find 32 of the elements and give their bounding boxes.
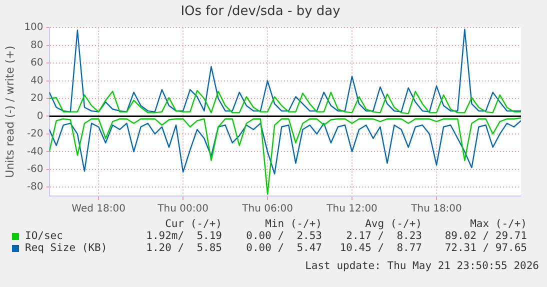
y-tick-label: 20 [30,93,44,104]
y-tick-label: -40 [26,146,44,158]
x-tick-label: Thu 06:00 [241,204,293,215]
x-tick-label: Thu 18:00 [410,204,462,215]
text: 1.92m/ 5.19 [145,230,222,242]
text: Cur (-/+) [164,218,222,230]
y-tick-label: -20 [26,128,44,140]
legend-label: Req Size (KB) [25,242,108,254]
text: 0.00 / 5.47 [245,242,322,254]
y-tick-label: -60 [26,164,44,176]
y-tick-label: 60 [30,58,44,69]
chart-title: IOs for /dev/sda - by day [180,4,341,20]
text: 0.00 / 2.53 [245,230,322,242]
y-tick-label: 40 [30,75,44,86]
text: Max (-/+) [469,218,527,230]
text: Avg (-/+) [364,218,422,230]
y-axis-title: Units read (-) / write (+) [3,46,16,178]
text: Min (-/+) [264,218,322,230]
text: 89.02 / 29.71 [444,230,527,242]
text: 2.17 / 8.23 [345,230,422,242]
y-tick-label: 0 [36,110,44,122]
y-tick-label: -80 [26,182,44,193]
y-tick-label: 80 [30,40,44,51]
x-tick-label: Thu 00:00 [156,204,208,215]
text: 72.31 / 97.65 [444,242,527,254]
legend-label: IO/sec [25,230,63,242]
x-tick-label: Wed 18:00 [72,204,126,215]
y-tick-label: 100 [24,22,44,34]
x-tick-label: Thu 12:00 [326,204,378,215]
text: 1.20 / 5.85 [145,242,222,254]
text: 10.45 / 8.77 [338,242,422,254]
text: Last update: Thu May 21 23:50:55 2026 [305,260,539,272]
